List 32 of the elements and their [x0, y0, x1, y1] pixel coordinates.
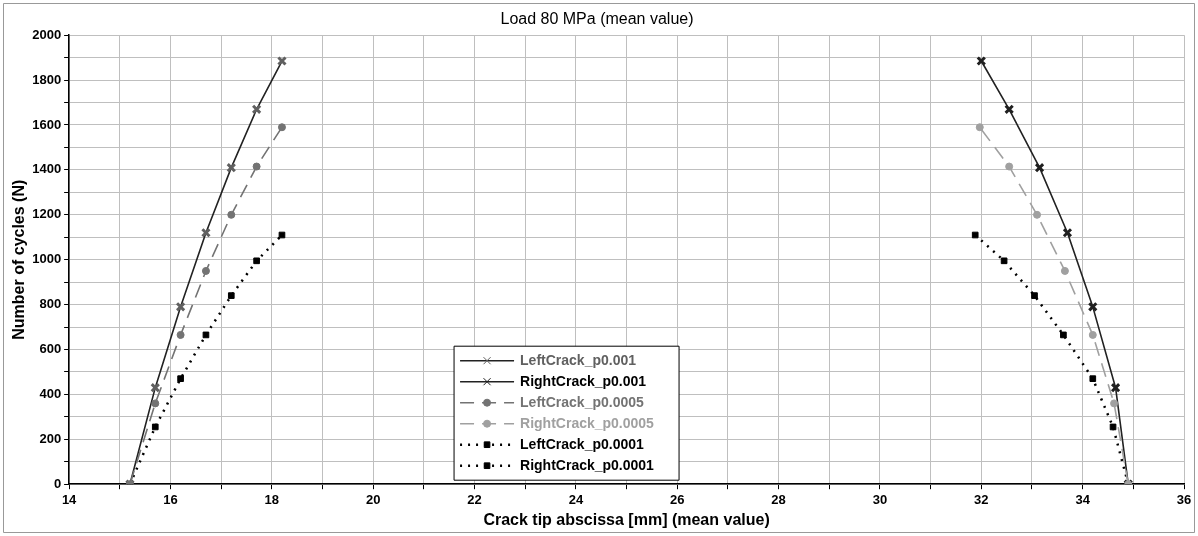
y-tick-label: 400: [39, 385, 62, 401]
legend-label: RightCrack_p0.001: [520, 372, 647, 389]
legend-label: RightCrack_p0.0005: [520, 414, 655, 431]
y-tick-label: 1000: [32, 251, 62, 267]
y-tick-label: 200: [39, 430, 62, 446]
y-axis-title: Number of cycles (N): [10, 179, 28, 340]
legend-label: LeftCrack_p0.001: [520, 351, 637, 368]
y-tick-label: 1400: [32, 161, 62, 177]
chart-title: Load 80 MPa (mean value): [500, 10, 694, 28]
y-tick-label: 2000: [32, 26, 62, 42]
y-tick-label: 800: [39, 296, 62, 312]
x-tick-label: 26: [670, 491, 685, 507]
x-tick-label: 30: [872, 491, 888, 507]
y-tick-label: 600: [39, 341, 62, 357]
legend-label: LeftCrack_p0.0005: [520, 393, 645, 410]
x-tick-label: 36: [1176, 491, 1192, 507]
x-tick-label: 20: [365, 491, 381, 507]
y-tick-label: 1200: [32, 206, 62, 222]
legend-label: RightCrack_p0.0001: [520, 456, 655, 473]
x-tick-label: 28: [771, 491, 786, 507]
x-tick-label: 24: [568, 491, 584, 507]
x-tick-label: 16: [163, 491, 178, 507]
x-tick-label: 14: [61, 491, 78, 507]
y-tick-label: 0: [53, 475, 62, 491]
x-tick-label: 34: [1075, 491, 1091, 507]
x-axis-title: Crack tip abscissa [mm] (mean value): [483, 510, 770, 528]
x-tick-label: 18: [264, 491, 280, 507]
x-tick-label: 32: [974, 491, 989, 507]
legend-label: LeftCrack_p0.0001: [520, 435, 645, 452]
y-tick-label: 1800: [32, 71, 62, 87]
y-tick-label: 1600: [32, 116, 62, 132]
x-tick-label: 22: [467, 491, 482, 507]
